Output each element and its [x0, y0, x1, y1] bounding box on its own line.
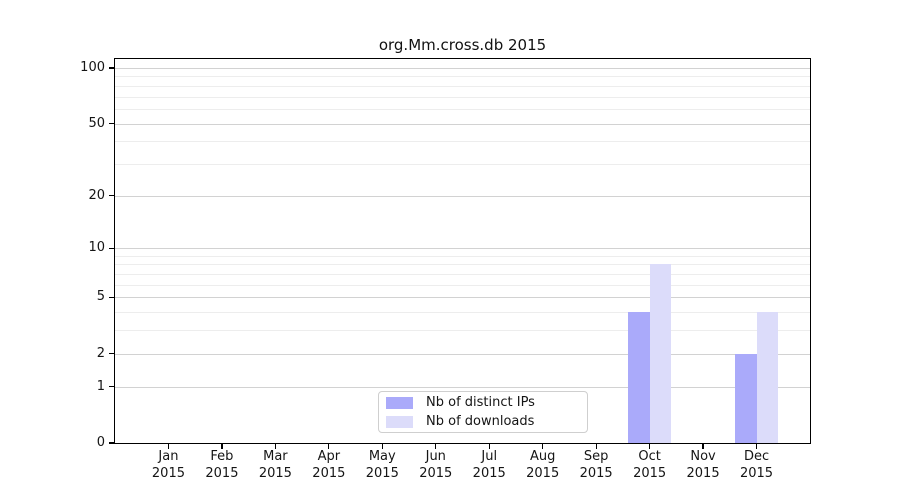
y-tick-mark	[109, 386, 114, 388]
y-gridline-minor	[115, 163, 810, 165]
x-tick-mark	[221, 444, 223, 449]
y-tick-mark	[109, 67, 114, 69]
y-tick-label: 1	[96, 378, 105, 394]
y-tick-label: 0	[96, 435, 105, 450]
y-gridline-minor	[115, 274, 810, 276]
y-gridline-major	[115, 353, 810, 355]
y-tick-label: 10	[88, 240, 105, 256]
y-gridline-minor	[115, 264, 810, 266]
y-gridline-minor	[115, 108, 810, 110]
x-tick-mark	[381, 444, 383, 449]
legend-label-downloads: Nb of downloads	[426, 414, 535, 429]
y-gridline-major	[115, 297, 810, 299]
legend-item-downloads: Nb of downloads	[379, 414, 587, 430]
y-gridline-major	[115, 386, 810, 388]
y-gridline-minor	[115, 255, 810, 257]
y-tick-mark	[109, 122, 114, 125]
y-tick-mark	[109, 195, 114, 197]
y-tick-label: 50	[88, 115, 105, 131]
legend-swatch-distinct-ips	[386, 396, 413, 409]
x-tick-mark	[167, 444, 170, 449]
x-tick-mark	[435, 444, 437, 449]
y-gridline-major	[115, 248, 810, 250]
x-tick-mark	[274, 444, 276, 449]
legend-item-distinct-ips: Nb of distinct IPs	[379, 395, 587, 411]
x-tick-label: Jan 2015	[151, 449, 185, 481]
x-tick-label: Dec 2015	[739, 449, 774, 481]
x-tick-mark	[595, 444, 597, 449]
plot-area	[114, 58, 811, 444]
x-tick-label: Feb 2015	[205, 449, 239, 481]
x-tick-label: Mar 2015	[258, 449, 292, 481]
y-gridline-minor	[115, 312, 810, 314]
y-tick-label: 5	[96, 289, 105, 305]
y-tick-label: 2	[96, 345, 105, 361]
x-tick-mark	[488, 444, 490, 449]
y-gridline-minor	[115, 76, 810, 78]
x-tick-label: Jun 2015	[419, 449, 453, 481]
y-gridline-minor	[115, 85, 810, 87]
y-gridline-major	[115, 195, 810, 197]
y-tick-label: 100	[80, 59, 105, 75]
x-tick-mark	[649, 444, 651, 449]
y-tick-mark	[109, 442, 114, 444]
legend-label-distinct-ips: Nb of distinct IPs	[426, 395, 535, 410]
x-tick-mark	[702, 444, 704, 449]
y-tick-mark	[109, 247, 114, 249]
bar-nb-of-downloads-oct	[649, 264, 672, 443]
y-gridline-minor	[115, 330, 810, 332]
x-tick-label: Aug 2015	[526, 449, 560, 481]
x-tick-label: Apr 2015	[312, 449, 346, 481]
x-tick-label: Nov 2015	[686, 449, 720, 481]
y-gridline-minor	[115, 141, 810, 143]
y-tick-label: 20	[88, 187, 105, 203]
x-tick-label: Sep 2015	[579, 449, 613, 481]
bar-nb-of-distinct-ips-dec	[735, 353, 757, 443]
legend-swatch-downloads	[386, 415, 413, 428]
chart-title: org.Mm.cross.db 2015	[378, 36, 547, 54]
x-tick-mark	[755, 444, 758, 449]
y-gridline-major	[115, 123, 810, 125]
x-tick-label: May 2015	[365, 449, 399, 481]
x-tick-mark	[328, 444, 330, 449]
x-tick-label: Jul 2015	[472, 449, 506, 481]
y-gridline-major	[115, 67, 810, 69]
x-tick-label: Oct 2015	[633, 449, 667, 481]
y-tick-mark	[109, 353, 114, 355]
legend: Nb of distinct IPs Nb of downloads	[378, 391, 588, 433]
x-tick-mark	[542, 444, 544, 449]
bar-nb-of-distinct-ips-oct	[628, 312, 650, 443]
bar-nb-of-downloads-dec	[756, 312, 779, 443]
y-gridline-minor	[115, 284, 810, 286]
y-tick-mark	[109, 296, 114, 298]
y-gridline-minor	[115, 96, 810, 98]
